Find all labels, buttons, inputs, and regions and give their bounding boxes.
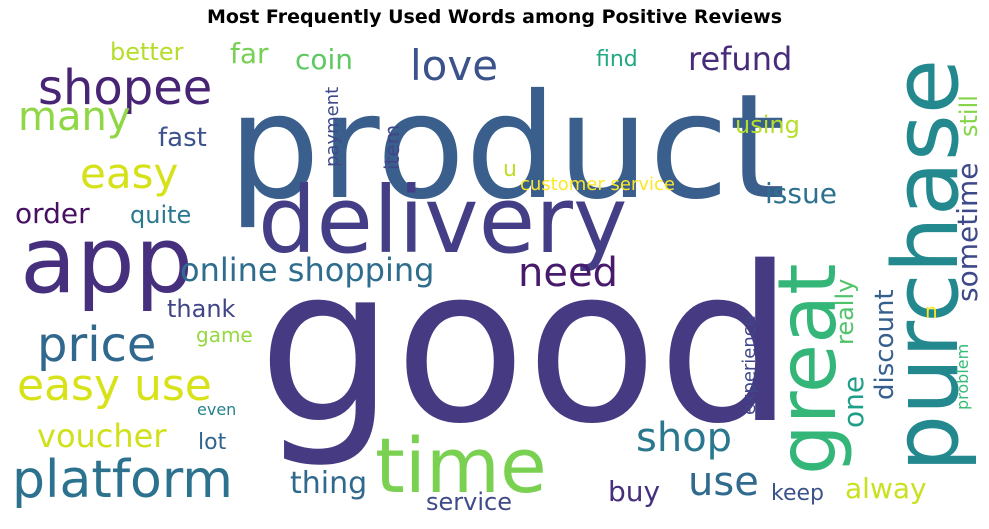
word-quite: quite — [130, 201, 191, 229]
word-issue: issue — [765, 177, 837, 210]
word-really: really — [831, 279, 859, 345]
word-problem: problem — [953, 344, 972, 410]
word-keep: keep — [771, 481, 824, 506]
word-far: far — [230, 37, 269, 70]
word-delivery: delivery — [258, 167, 627, 274]
word-good: good — [258, 220, 794, 471]
word-one: one — [837, 376, 870, 428]
word-shopee: shopee — [38, 60, 212, 116]
word-game: game — [196, 323, 253, 347]
word-voucher: voucher — [37, 417, 167, 455]
word-still: still — [955, 95, 983, 137]
word-use: use — [688, 459, 759, 505]
word-refund: refund — [688, 40, 792, 78]
word-easy-use: easy use — [17, 360, 212, 411]
word-discount: discount — [870, 289, 900, 400]
word-purchase: purchase — [874, 59, 979, 472]
word-better: better — [110, 38, 184, 66]
word-payment: payment — [322, 87, 343, 167]
word-experience: experience — [739, 315, 760, 415]
word-love: love — [410, 41, 498, 90]
word-coin: coin — [295, 43, 353, 76]
word-product: product — [228, 63, 786, 232]
word-many: many — [18, 94, 131, 140]
word-lot: lot — [198, 430, 227, 455]
word-even: even — [197, 400, 236, 419]
word-fast: fast — [158, 123, 207, 153]
word-online-shopping: online shopping — [180, 251, 434, 289]
chart-title: Most Frequently Used Words among Positiv… — [206, 6, 783, 28]
word-order: order — [15, 197, 90, 230]
word-easy: easy — [80, 149, 178, 198]
word-find: find — [596, 47, 638, 72]
word-thing: thing — [290, 466, 367, 501]
word-need: need — [518, 250, 618, 296]
word-sometime: sometime — [951, 163, 984, 302]
word-price: price — [37, 317, 156, 373]
word-platform: platform — [12, 450, 233, 510]
word-customer-service: customer service — [520, 174, 675, 195]
word-service: service — [426, 488, 512, 516]
word-item: item — [380, 125, 404, 170]
word-app: app — [20, 207, 193, 314]
word-using: using — [735, 111, 800, 139]
word-alway: alway — [845, 472, 927, 505]
word-u: u — [503, 157, 517, 182]
word-time: time — [375, 421, 547, 510]
word-buy: buy — [608, 475, 660, 508]
word-thank: thank — [167, 295, 236, 323]
word-shop: shop — [636, 415, 732, 461]
word-n: n — [925, 299, 938, 323]
word-great: great — [761, 263, 854, 475]
